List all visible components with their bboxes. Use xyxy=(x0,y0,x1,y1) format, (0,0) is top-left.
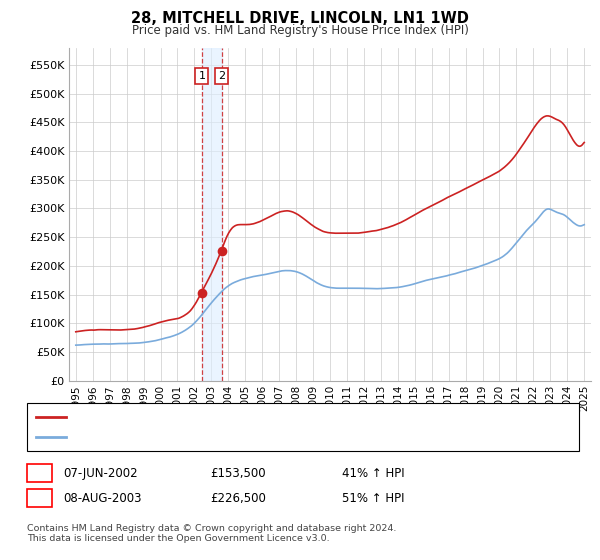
Text: Price paid vs. HM Land Registry's House Price Index (HPI): Price paid vs. HM Land Registry's House … xyxy=(131,24,469,36)
Text: £226,500: £226,500 xyxy=(210,492,266,505)
Text: £153,500: £153,500 xyxy=(210,466,266,480)
Text: 1: 1 xyxy=(199,71,205,81)
Text: 28, MITCHELL DRIVE, LINCOLN, LN1 1WD (detached house): 28, MITCHELL DRIVE, LINCOLN, LN1 1WD (de… xyxy=(72,412,402,422)
Text: 08-AUG-2003: 08-AUG-2003 xyxy=(63,492,142,505)
Text: 2: 2 xyxy=(36,492,43,505)
Text: 28, MITCHELL DRIVE, LINCOLN, LN1 1WD: 28, MITCHELL DRIVE, LINCOLN, LN1 1WD xyxy=(131,11,469,26)
Text: 1: 1 xyxy=(36,466,43,480)
Text: 51% ↑ HPI: 51% ↑ HPI xyxy=(342,492,404,505)
Text: Contains HM Land Registry data © Crown copyright and database right 2024.
This d: Contains HM Land Registry data © Crown c… xyxy=(27,524,397,543)
Text: 2: 2 xyxy=(218,71,225,81)
Bar xyxy=(202,48,221,381)
Text: 41% ↑ HPI: 41% ↑ HPI xyxy=(342,466,404,480)
Text: HPI: Average price, detached house, Lincoln: HPI: Average price, detached house, Linc… xyxy=(72,432,318,442)
Text: 07-JUN-2002: 07-JUN-2002 xyxy=(63,466,137,480)
